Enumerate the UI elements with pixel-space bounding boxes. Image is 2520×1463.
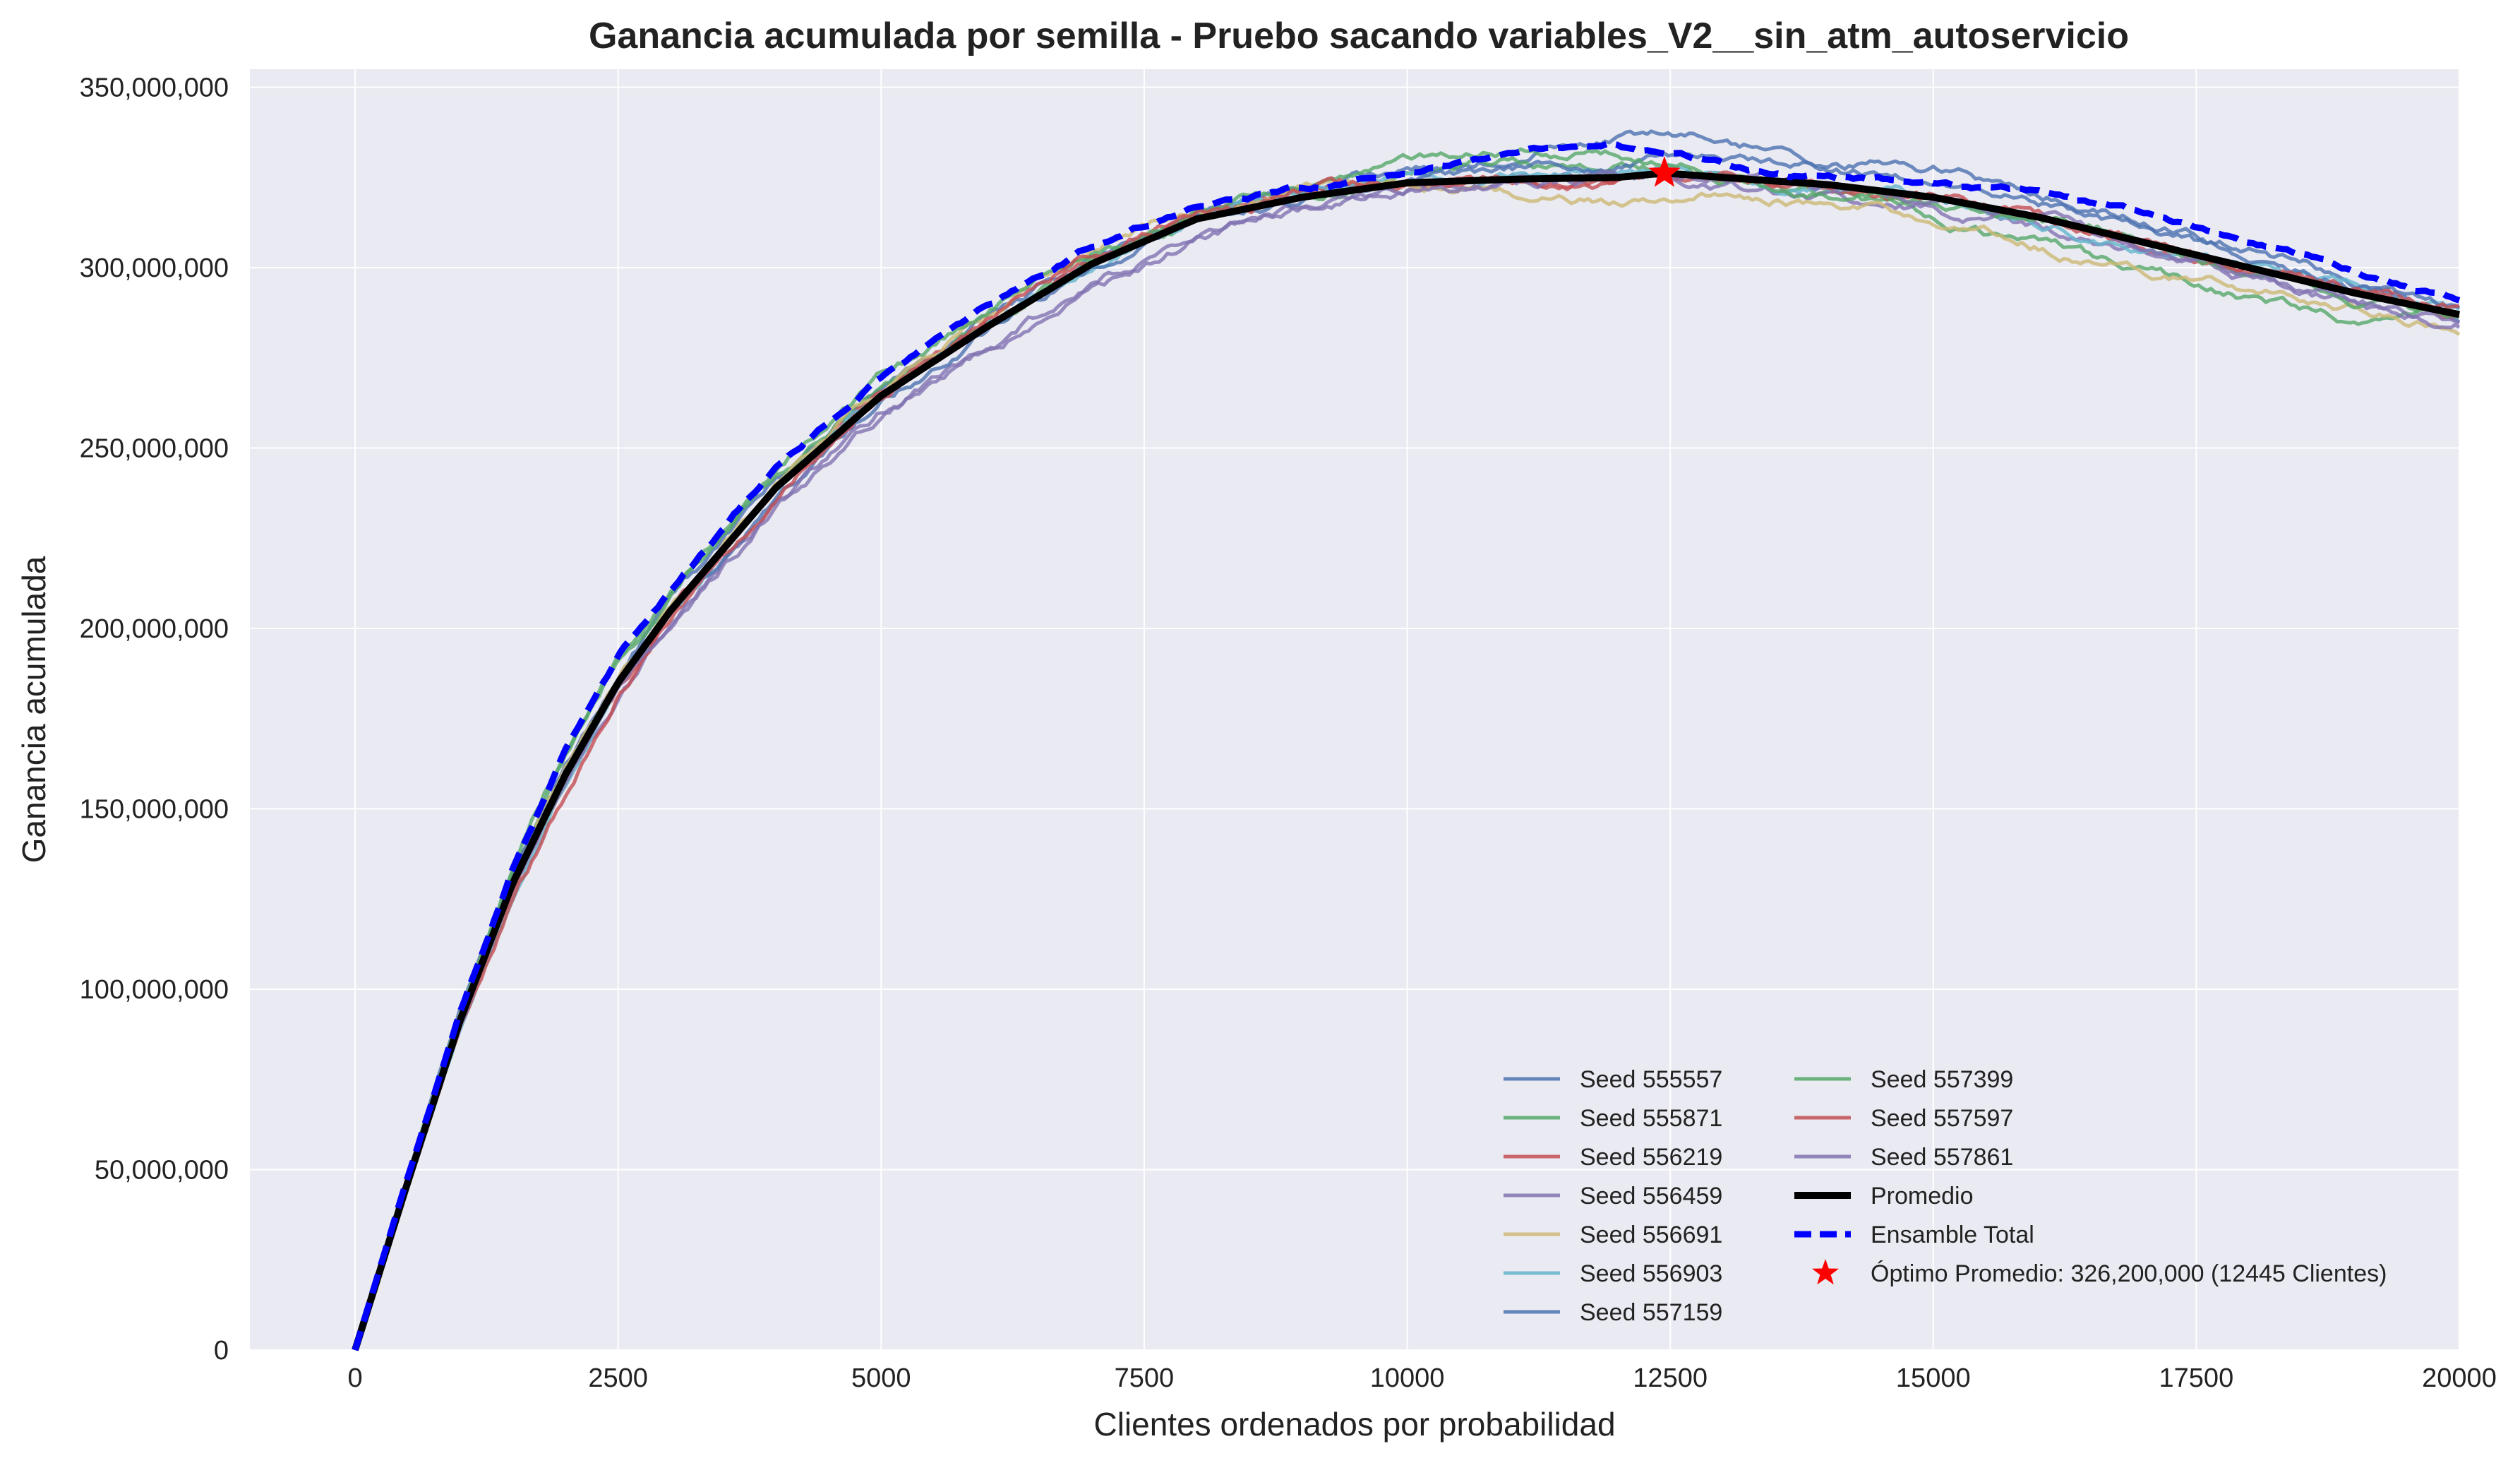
legend-label: Óptimo Promedio: 326,200,000 (12445 Clie… [1871,1260,2387,1287]
legend-label: Seed 555557 [1580,1066,1722,1093]
optimum-layer [1648,156,1681,187]
x-tick-label: 20000 [2422,1363,2497,1393]
y-tick-label: 350,000,000 [80,73,229,103]
y-tick-label: 150,000,000 [80,795,229,825]
legend-label: Seed 556459 [1580,1183,1722,1210]
x-tick-label: 0 [347,1363,362,1393]
y-tick-label: 0 [214,1336,229,1366]
y-tick-label: 200,000,000 [80,614,229,644]
legend-label: Seed 557399 [1871,1066,2013,1093]
optimum-star-marker [1648,156,1681,187]
y-tick-label: 300,000,000 [80,253,229,283]
x-tick-label: 12500 [1633,1363,1708,1393]
legend-label: Seed 557159 [1580,1299,1722,1326]
x-tick-label: 5000 [851,1363,911,1393]
legend-label: Seed 557861 [1871,1144,2013,1171]
x-tick-label: 2500 [588,1363,648,1393]
series-line [352,169,2461,1351]
x-axis-label: Clientes ordenados por probabilidad [1093,1406,1615,1443]
legend-label: Promedio [1871,1183,1974,1210]
legend-label: Seed 556903 [1580,1260,1722,1287]
x-axis-ticks: 0 2500 5000 7500 10000 12500 15000 17500 20000 [347,1363,2496,1393]
legend-label: Ensamble Total [1871,1222,2034,1248]
x-tick-label: 10000 [1370,1363,1445,1393]
legend-label: Seed 557597 [1871,1105,2013,1132]
y-axis-ticks: 0 50,000,000 100,000,000 150,000,000 200,000… [80,73,229,1366]
legend-label: Seed 555871 [1580,1105,1722,1132]
legend-optimum-marker [1812,1259,1839,1285]
y-tick-label: 100,000,000 [80,975,229,1005]
series-line [353,129,2461,1351]
grid-lines [250,69,2460,1351]
x-tick-label: 17500 [2159,1363,2234,1393]
x-tick-label: 15000 [1896,1363,1971,1393]
legend: Seed 555557 Seed 555871 Seed 556219 Seed 55… [1504,1066,2387,1326]
chart-title: Ganancia acumulada por semilla - Pruebo … [589,16,2129,56]
legend-label: Seed 556691 [1580,1222,1722,1248]
legend-label: Seed 556219 [1580,1144,1722,1171]
y-axis-label: Ganancia acumulada [16,556,52,863]
series-line [352,140,2461,1351]
series-layer [352,129,2461,1351]
x-tick-label: 7500 [1115,1363,1175,1393]
y-tick-label: 50,000,000 [95,1156,229,1186]
y-tick-label: 250,000,000 [80,434,229,464]
